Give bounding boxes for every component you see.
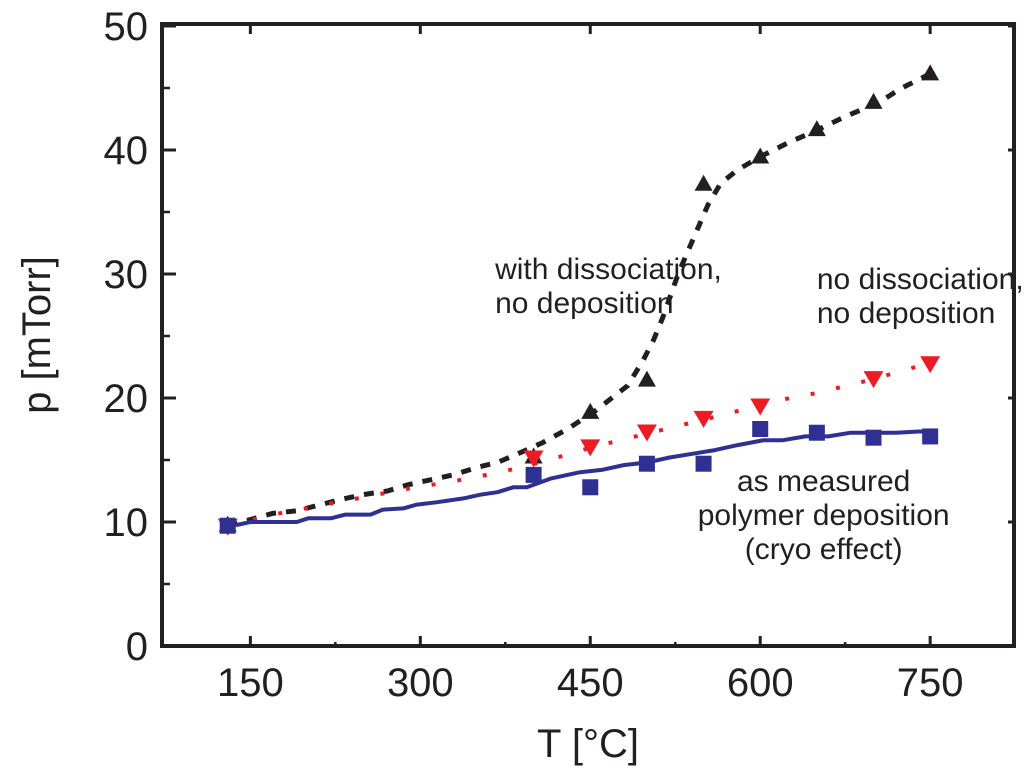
triangle-up-marker bbox=[751, 147, 770, 164]
annotation-line: no deposition bbox=[495, 287, 673, 320]
triangle-up-marker bbox=[864, 92, 883, 109]
square-marker bbox=[695, 455, 712, 472]
x-axis-title: T [°C] bbox=[537, 722, 639, 766]
y-tick-label: 10 bbox=[104, 501, 149, 545]
series-5 bbox=[219, 421, 939, 534]
square-marker bbox=[808, 424, 825, 441]
square-marker bbox=[638, 455, 655, 472]
y-tick-label: 20 bbox=[104, 377, 149, 421]
annotation-line: no deposition bbox=[817, 297, 995, 330]
annotation-line: polymer deposition bbox=[698, 499, 950, 532]
square-marker bbox=[219, 517, 236, 534]
y-tick-label: 0 bbox=[126, 625, 148, 669]
triangle-down-marker bbox=[523, 450, 544, 468]
triangle-down-marker bbox=[750, 398, 771, 416]
square-marker bbox=[525, 466, 542, 483]
annotation-line: as measured bbox=[737, 465, 910, 498]
x-tick-label: 150 bbox=[217, 661, 284, 705]
x-tick-label: 300 bbox=[387, 661, 454, 705]
annotation-line: no dissociation, bbox=[817, 263, 1024, 296]
y-tick-label: 30 bbox=[104, 253, 149, 297]
square-marker bbox=[752, 421, 769, 437]
annotation-with-dissociation: with dissociation,no deposition bbox=[494, 253, 722, 320]
black-dashed-curve bbox=[227, 72, 931, 529]
triangle-up-marker bbox=[581, 402, 600, 419]
y-axis-title: p [mTorr] bbox=[15, 256, 59, 414]
triangle-up-marker bbox=[694, 174, 713, 191]
triangle-down-marker bbox=[693, 410, 714, 428]
x-tick-label: 600 bbox=[727, 661, 794, 705]
axes: 150 300 450 600 750 0 10 20 30 40 50 bbox=[104, 5, 1016, 705]
triangle-up-marker bbox=[807, 120, 826, 137]
annotation-no-dissociation: no dissociation,no deposition bbox=[817, 263, 1024, 330]
annotation-line: (cryo effect) bbox=[745, 533, 903, 566]
triangle-down-marker bbox=[863, 371, 884, 389]
y-tick-label: 40 bbox=[104, 129, 149, 173]
triangle-up-marker bbox=[637, 370, 656, 387]
x-tick-label: 750 bbox=[897, 661, 964, 705]
x-tick-label: 450 bbox=[557, 661, 624, 705]
triangle-down-marker bbox=[580, 439, 601, 457]
annotation-line: with dissociation, bbox=[494, 253, 722, 286]
square-marker bbox=[865, 429, 882, 446]
triangle-up-marker bbox=[921, 64, 940, 81]
square-marker bbox=[582, 479, 599, 496]
triangle-down-marker bbox=[636, 424, 657, 442]
square-marker bbox=[922, 428, 939, 445]
series-0 bbox=[227, 72, 931, 529]
triangle-down-marker bbox=[920, 356, 941, 374]
y-tick-label: 50 bbox=[104, 5, 149, 49]
